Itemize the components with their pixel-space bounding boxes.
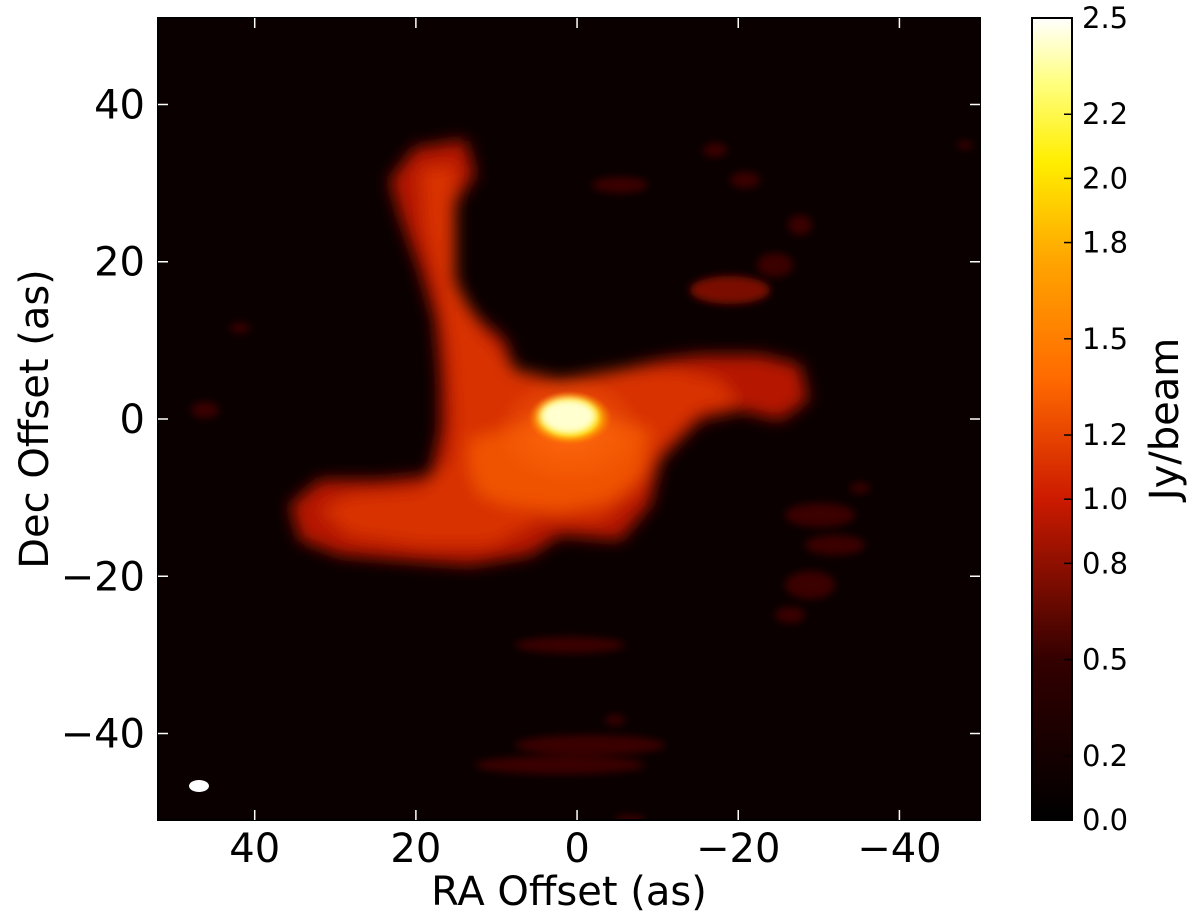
- x-tick-label: −40: [857, 826, 941, 872]
- x-axis-title: RA Offset (as): [431, 869, 707, 915]
- y-tick-label: 40: [94, 82, 145, 128]
- beam-ellipse: [189, 780, 209, 792]
- colorbar-tick-label: 0.5: [1082, 643, 1128, 677]
- colorbar-tick-label: 2.5: [1082, 1, 1128, 35]
- emission-map: [189, 140, 973, 820]
- x-tick-label: −20: [696, 826, 780, 872]
- x-tick-label: 20: [390, 826, 441, 872]
- colorbar-tick-label: 0.2: [1082, 739, 1128, 773]
- y-tick-label: 20: [94, 240, 145, 286]
- colorbar-tick-label: 0.8: [1082, 546, 1128, 580]
- x-tick-label: 0: [564, 826, 589, 872]
- noise-features: [191, 141, 973, 820]
- colorbar-tick-label: 2.0: [1082, 161, 1128, 195]
- colorbar-tick-label: 1.8: [1082, 226, 1128, 260]
- colorbar-tick-label: 0.0: [1082, 803, 1128, 837]
- colorbar: [1031, 17, 1073, 821]
- y-axis-ticks: 40 20 0 −20 −40: [61, 82, 980, 758]
- colorbar-tick-label: 1.5: [1082, 322, 1128, 356]
- colorbar-title: Jy/beam: [1142, 338, 1188, 503]
- y-tick-label: −40: [61, 712, 145, 758]
- colorbar-tick-label: 1.0: [1082, 482, 1128, 516]
- colorbar-ticks: 2.5 2.2 2.0 1.8 1.5 1.2 1.0 0.8 0.5 0.2 0.0: [1064, 1, 1128, 837]
- x-tick-label: 40: [229, 826, 280, 872]
- colorbar-tick-label: 2.2: [1082, 97, 1128, 131]
- y-tick-label: −20: [61, 554, 145, 600]
- y-axis-title: Dec Offset (as): [12, 269, 58, 569]
- core: [495, 375, 645, 485]
- ne-clump: [690, 276, 770, 304]
- x-axis-ticks: 40 20 0 −20 −40: [229, 18, 942, 872]
- colorbar-tick-label: 1.2: [1082, 418, 1128, 452]
- y-tick-label: 0: [120, 397, 145, 443]
